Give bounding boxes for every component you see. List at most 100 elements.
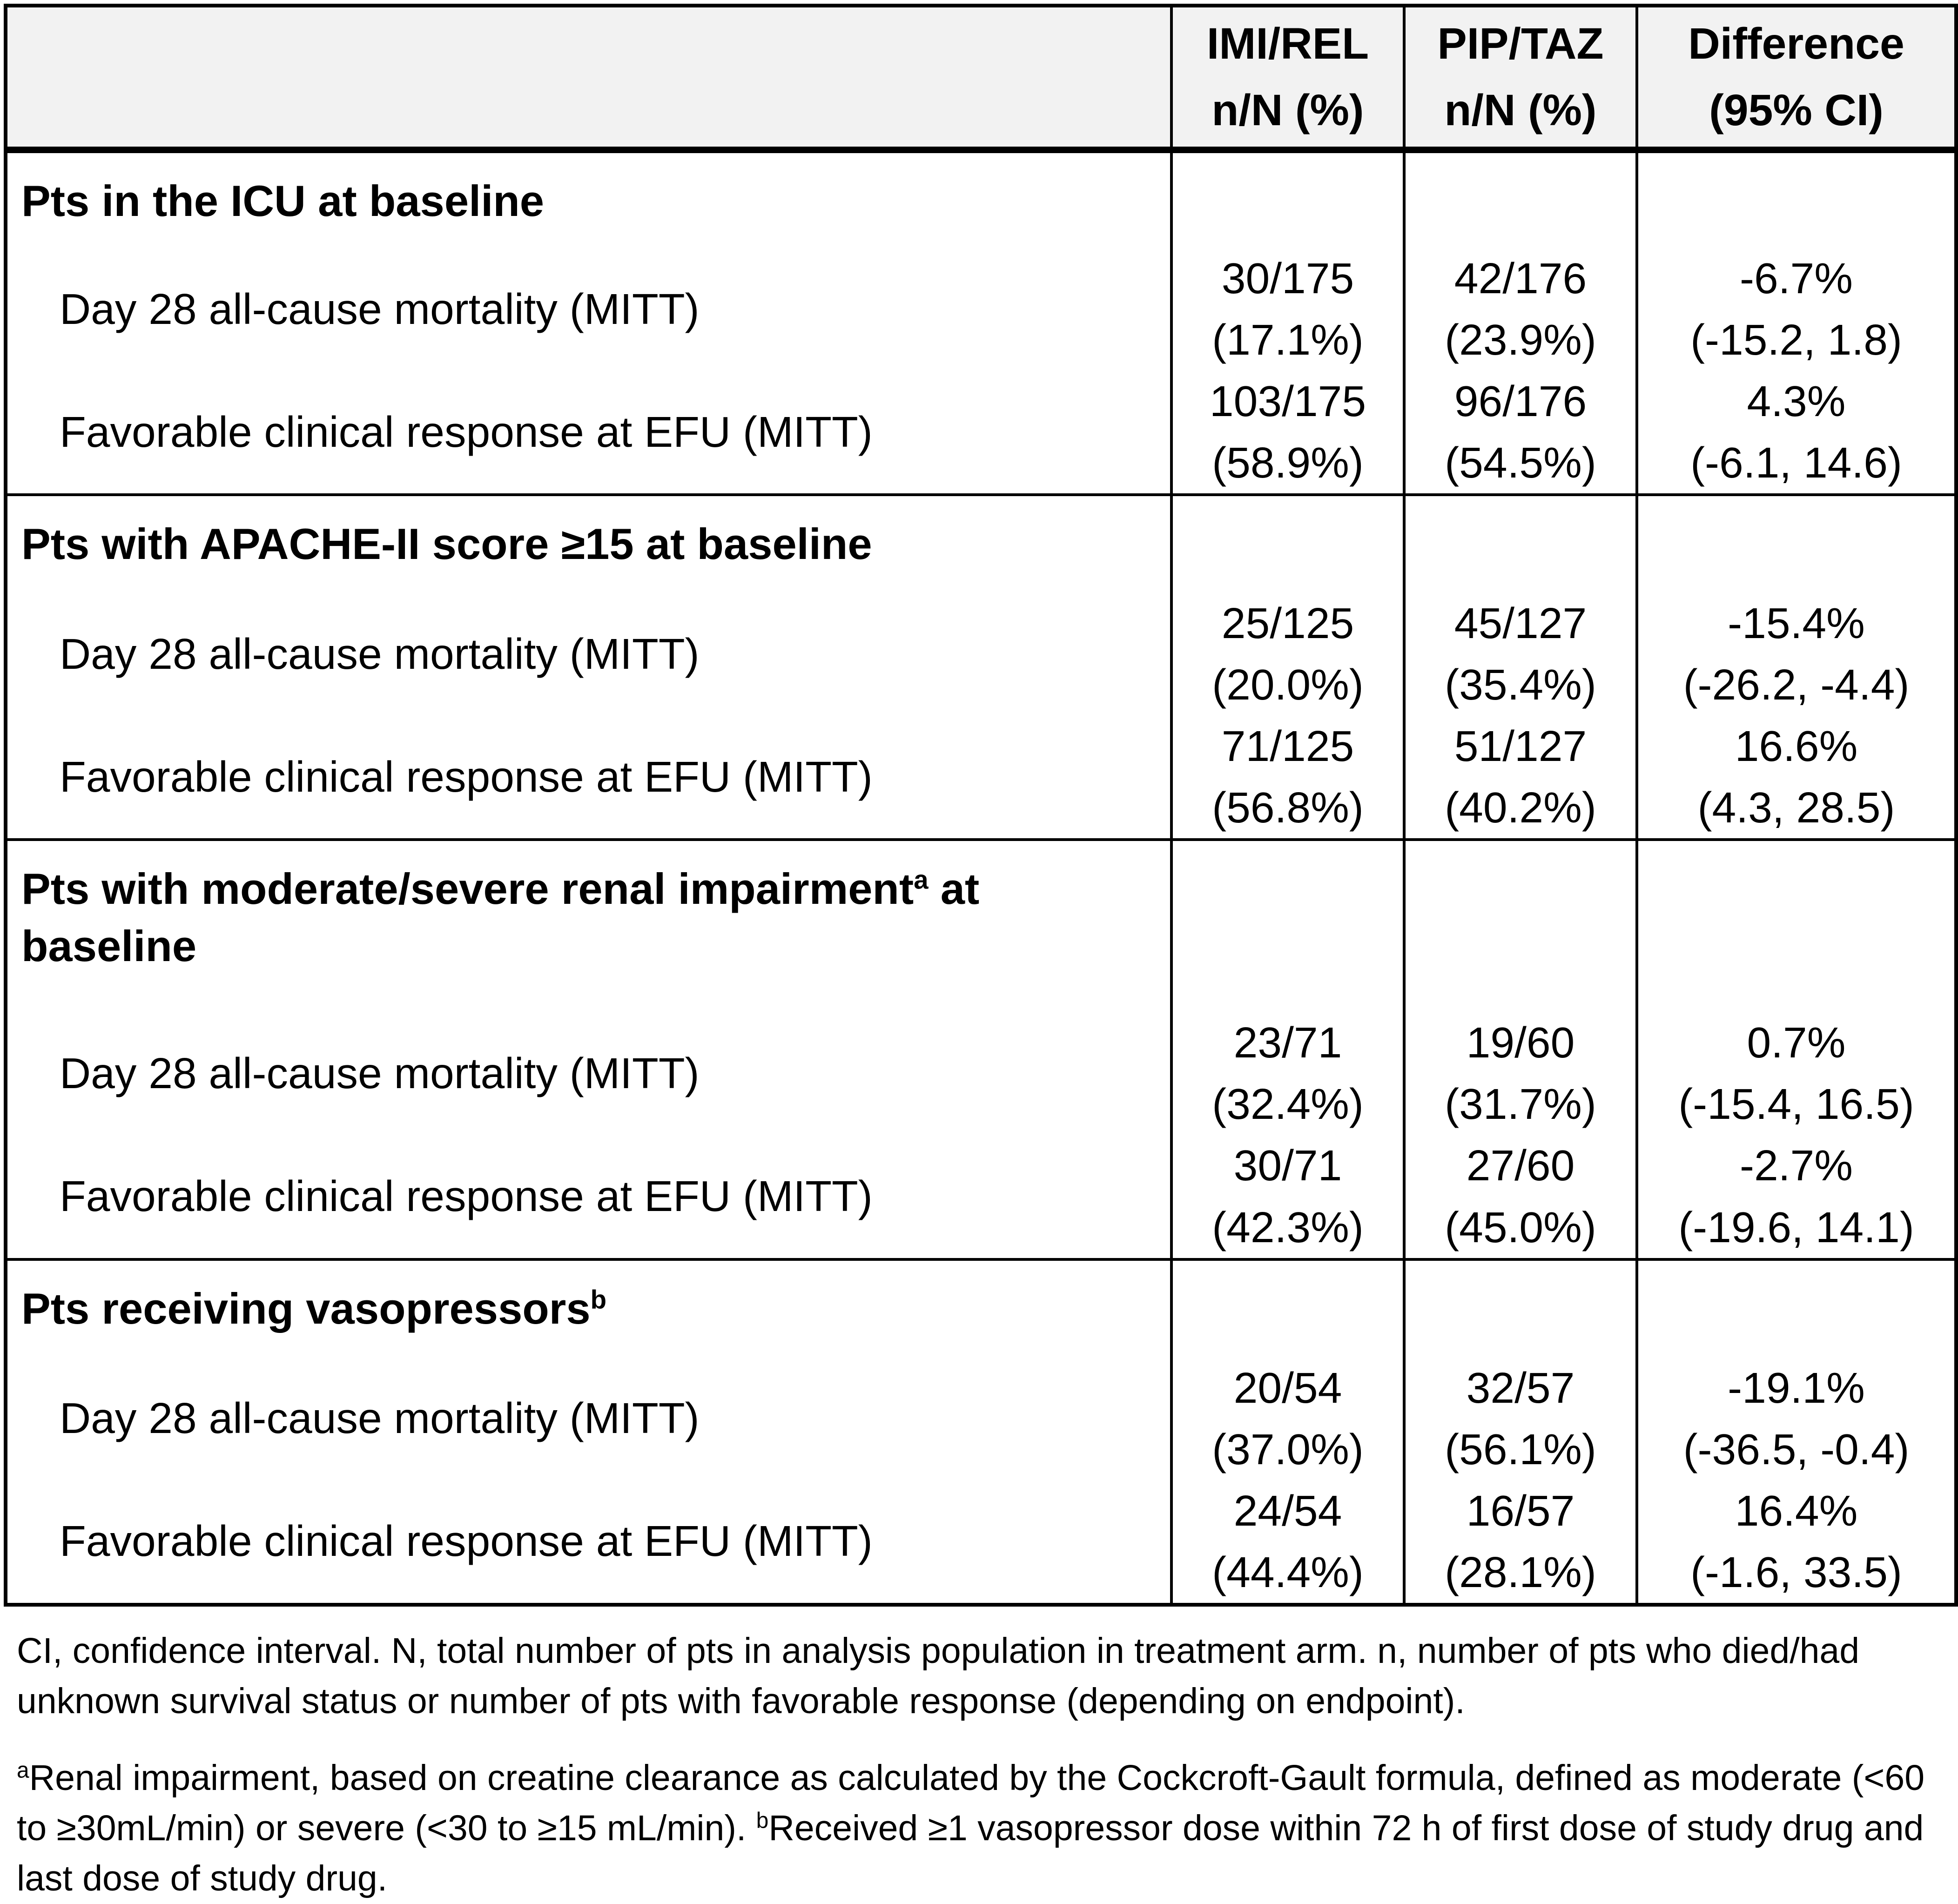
- pip-taz-value: 32/57 (56.1%): [1403, 1357, 1637, 1480]
- difference-percent: 16.6%: [1735, 722, 1858, 771]
- section-label-sup: a: [914, 865, 929, 895]
- imi-rel-value: 23/71 (32.4%): [1170, 1012, 1404, 1135]
- imi-rel-value: 71/125 (56.8%): [1170, 715, 1404, 840]
- percent: (44.4%): [1212, 1547, 1364, 1596]
- pip-taz-value: 19/60 (31.7%): [1403, 1012, 1637, 1135]
- header-pip-taz-line1: PIP/TAZ: [1437, 19, 1604, 68]
- table-row: Day 28 all-cause mortality (MITT) 23/71 …: [6, 1012, 1956, 1135]
- empty-cell: [1403, 148, 1637, 248]
- endpoint-label: Day 28 all-cause mortality (MITT): [60, 629, 700, 678]
- header-row: IMI/REL n/N (%) PIP/TAZ n/N (%) Differen…: [6, 6, 1956, 153]
- endpoint-label: Day 28 all-cause mortality (MITT): [60, 284, 700, 333]
- n-over-N: 27/60: [1466, 1141, 1575, 1190]
- imi-rel-value: 25/125 (20.0%): [1170, 592, 1404, 716]
- footnote-abbreviations: CI, confidence interval. N, total number…: [17, 1630, 1860, 1721]
- section-label-apache: Pts with APACHE-II score ≥15 at baseline: [6, 493, 1171, 593]
- endpoint-label: Favorable clinical response at EFU (MITT…: [60, 1172, 873, 1221]
- pip-taz-value: 42/176 (23.9%): [1403, 248, 1637, 371]
- empty-cell: [1635, 838, 1956, 1012]
- n-over-N: 25/125: [1221, 599, 1354, 648]
- table-row: Favorable clinical response at EFU (MITT…: [6, 1135, 1956, 1259]
- percent: (35.4%): [1445, 660, 1596, 709]
- endpoint-label: Favorable clinical response at EFU (MITT…: [60, 752, 873, 801]
- n-over-N: 32/57: [1466, 1363, 1575, 1412]
- difference-value: -6.7% (-15.2, 1.8): [1635, 248, 1956, 371]
- n-over-N: 16/57: [1466, 1486, 1575, 1535]
- imi-rel-value: 30/175 (17.1%): [1170, 248, 1404, 371]
- empty-cell: [1170, 1258, 1404, 1357]
- table-row: Favorable clinical response at EFU (MITT…: [6, 370, 1956, 495]
- percent: (37.0%): [1212, 1425, 1364, 1473]
- section-label-renal: Pts with moderate/severe renal impairmen…: [6, 838, 1171, 1012]
- confidence-interval: (-26.2, -4.4): [1683, 660, 1910, 709]
- n-over-N: 42/176: [1454, 254, 1587, 303]
- pip-taz-value: 96/176 (54.5%): [1403, 370, 1637, 495]
- percent: (40.2%): [1445, 783, 1596, 832]
- section-row-icu: Pts in the ICU at baseline: [6, 148, 1956, 248]
- footnote-text-b: Received ≥1 vasopressor dose within 72 h…: [17, 1808, 1924, 1898]
- confidence-interval: (-15.4, 16.5): [1678, 1080, 1914, 1129]
- empty-cell: [1635, 493, 1956, 593]
- n-over-N: 96/176: [1454, 377, 1587, 426]
- section-label-text: Pts with moderate/severe renal impairmen…: [21, 864, 914, 914]
- header-pip-taz-line2: n/N (%): [1444, 85, 1597, 135]
- endpoint-label: Day 28 all-cause mortality (MITT): [60, 1394, 700, 1443]
- subgroup-outcomes-table: IMI/REL n/N (%) PIP/TAZ n/N (%) Differen…: [4, 4, 1958, 1607]
- section-row-renal: Pts with moderate/severe renal impairmen…: [6, 838, 1956, 1012]
- percent: (42.3%): [1212, 1203, 1364, 1251]
- confidence-interval: (-15.2, 1.8): [1690, 316, 1902, 364]
- section-label-sup: b: [590, 1285, 607, 1314]
- table-row: Day 28 all-cause mortality (MITT) 25/125…: [6, 592, 1956, 716]
- confidence-interval: (-36.5, -0.4): [1683, 1425, 1910, 1473]
- difference-value: -2.7% (-19.6, 14.1): [1635, 1135, 1956, 1259]
- percent: (58.9%): [1212, 438, 1364, 487]
- empty-cell: [1403, 1258, 1637, 1357]
- endpoint-label: Day 28 all-cause mortality (MITT): [60, 1049, 700, 1097]
- footnote-definitions: aRenal impairment, based on creatine cle…: [17, 1753, 1940, 1904]
- footnote-sup-a: a: [17, 1758, 29, 1783]
- n-over-N: 19/60: [1466, 1018, 1575, 1067]
- n-over-N: 45/127: [1454, 599, 1587, 648]
- confidence-interval: (-19.6, 14.1): [1678, 1203, 1914, 1251]
- pip-taz-value: 27/60 (45.0%): [1403, 1135, 1637, 1259]
- header-pip-taz: PIP/TAZ n/N (%): [1403, 6, 1637, 153]
- section-label-text: Pts receiving vasopressors: [21, 1284, 591, 1333]
- table-row: Favorable clinical response at EFU (MITT…: [6, 1480, 1956, 1605]
- n-over-N: 23/71: [1233, 1018, 1342, 1067]
- difference-percent: 4.3%: [1747, 377, 1846, 426]
- footnote-text-a: Renal impairment, based on creatine clea…: [17, 1758, 1925, 1849]
- endpoint-label: Favorable clinical response at EFU (MITT…: [60, 407, 873, 456]
- percent: (23.9%): [1445, 316, 1596, 364]
- confidence-interval: (-6.1, 14.6): [1690, 438, 1902, 487]
- header-empty-cell: [6, 6, 1171, 153]
- imi-rel-value: 30/71 (42.3%): [1170, 1135, 1404, 1259]
- percent: (56.8%): [1212, 783, 1364, 832]
- percent: (56.1%): [1445, 1425, 1596, 1473]
- section-label-vasopressors: Pts receiving vasopressorsb: [6, 1258, 1171, 1357]
- table-row: Day 28 all-cause mortality (MITT) 30/175…: [6, 248, 1956, 371]
- endpoint-label: Favorable clinical response at EFU (MITT…: [60, 1517, 873, 1566]
- empty-cell: [1170, 493, 1404, 593]
- percent: (17.1%): [1212, 316, 1364, 364]
- n-over-N: 30/71: [1233, 1141, 1342, 1190]
- section-row-vasopressors: Pts receiving vasopressorsb: [6, 1258, 1956, 1357]
- difference-percent: 16.4%: [1735, 1486, 1858, 1535]
- n-over-N: 30/175: [1221, 254, 1354, 303]
- footnote-sup-b: b: [756, 1808, 769, 1833]
- empty-cell: [1403, 493, 1637, 593]
- imi-rel-value: 20/54 (37.0%): [1170, 1357, 1404, 1480]
- n-over-N: 20/54: [1233, 1363, 1342, 1412]
- difference-value: 0.7% (-15.4, 16.5): [1635, 1012, 1956, 1135]
- section-row-apache: Pts with APACHE-II score ≥15 at baseline: [6, 493, 1956, 593]
- table-row: Favorable clinical response at EFU (MITT…: [6, 715, 1956, 840]
- n-over-N: 103/175: [1209, 377, 1366, 426]
- difference-percent: -6.7%: [1740, 254, 1853, 303]
- empty-cell: [1635, 1258, 1956, 1357]
- header-difference-line1: Difference: [1688, 19, 1904, 68]
- confidence-interval: (4.3, 28.5): [1697, 783, 1895, 832]
- empty-cell: [1635, 148, 1956, 248]
- confidence-interval: (-1.6, 33.5): [1690, 1547, 1902, 1596]
- header-imi-rel: IMI/REL n/N (%): [1170, 6, 1404, 153]
- section-label-text: Pts in the ICU at baseline: [21, 176, 545, 225]
- empty-cell: [1403, 838, 1637, 1012]
